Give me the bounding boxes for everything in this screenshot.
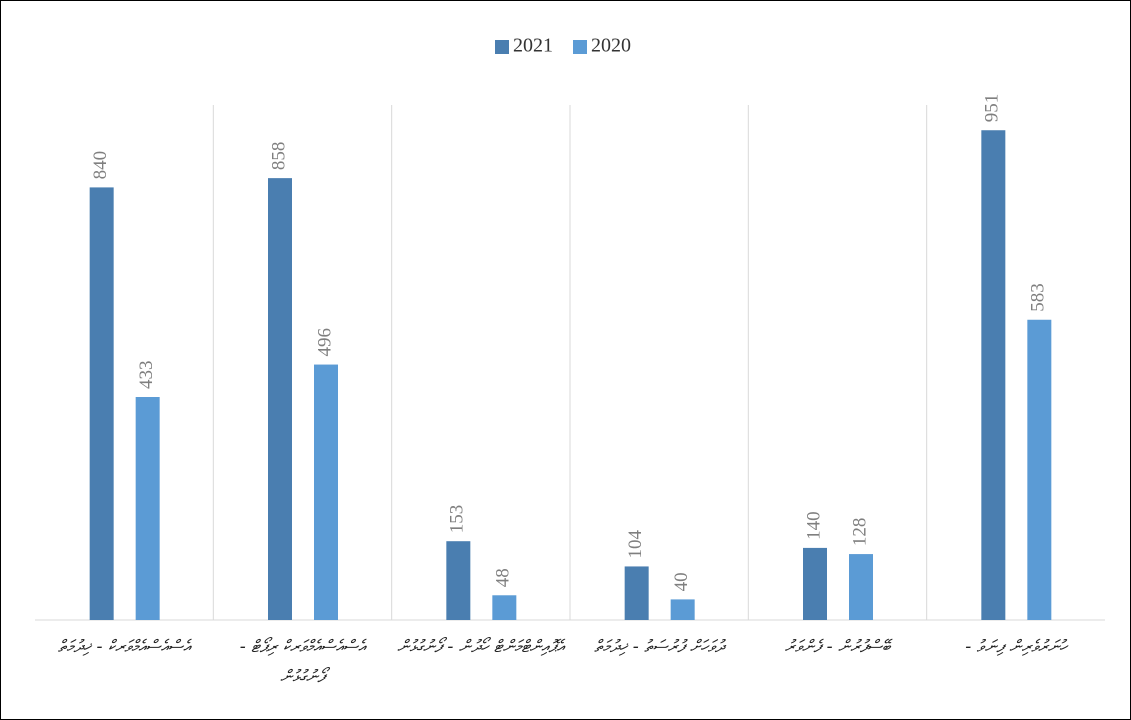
bar [492,595,517,620]
legend-swatch [573,40,587,54]
bar [670,599,695,620]
value-label: 153 [447,505,468,534]
x-tick-label: ބޭސްފުރުން - ފެންވަރު [784,637,891,657]
x-tick-label: އެސްއެސްއެމްވަރކް - ޚިދުމަތް [57,637,191,657]
x-tick-label: އެސްއެސްއެމްވަރކް ރިޕޯޓް - ފޯނުގުޅުން [239,637,366,687]
legend-label: 2020 [591,35,631,57]
x-tick-label: އެޕޮއިންޓްމަންޓް ހޯދުން - ފޯނުގުޅުން [397,637,565,657]
value-label: 104 [625,529,646,558]
value-label: 433 [136,361,157,390]
bar [314,364,338,620]
value-label: 48 [493,568,514,587]
value-label: 858 [268,142,289,171]
value-label: 583 [1028,283,1049,312]
bar [1027,319,1052,620]
x-tick-label: ހުނަރުވެރިން ފިނަވު - [965,637,1067,657]
value-label: 140 [803,511,824,540]
x-tick-label: ދުވަހަށް ފުރުސަތު - ޚިދުމަތް [594,637,725,657]
bar [624,566,649,620]
bar [135,397,160,620]
bar [89,187,114,620]
bar [803,547,827,620]
value-label: 40 [671,572,692,591]
bar [268,178,292,620]
legend-label: 2021 [513,35,553,57]
bar [849,554,873,620]
legend-swatch [495,40,509,54]
bar [981,130,1006,621]
value-label: 951 [982,94,1003,123]
bar [446,541,471,620]
value-label: 840 [90,151,111,180]
value-label: 496 [314,328,335,357]
value-label: 128 [849,518,870,547]
